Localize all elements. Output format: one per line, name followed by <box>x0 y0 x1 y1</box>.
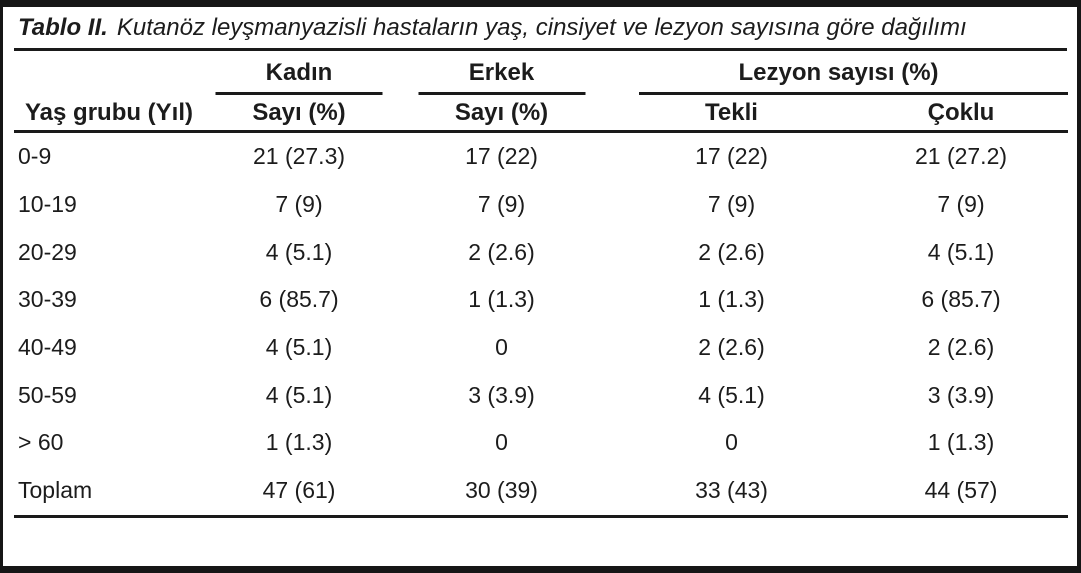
column-header-kadin-sayi: Sayı (%) <box>204 95 394 133</box>
age-group-cell: 40-49 <box>18 334 77 361</box>
table-row: > 60 1 (1.3) 0 0 1 (1.3) <box>14 419 1068 467</box>
tekli-cell: 7 (9) <box>707 191 756 218</box>
column-group-row: Kadın Erkek Lezyon sayısı (%) <box>14 51 1068 95</box>
column-group-erkek: Erkek <box>394 51 609 95</box>
column-group-erkek-label: Erkek <box>468 59 535 86</box>
erkek-cell: 17 (22) <box>465 143 538 170</box>
column-group-lezyon-label: Lezyon sayısı (%) <box>738 59 939 86</box>
tekli-cell: 0 <box>725 429 738 456</box>
table-row: 20-29 4 (5.1) 2 (2.6) 2 (2.6) 4 (5.1) <box>14 228 1068 276</box>
column-group-lezyon: Lezyon sayısı (%) <box>609 51 1068 95</box>
age-group-cell: 30-39 <box>18 286 77 313</box>
kadin-cell: 4 (5.1) <box>265 381 333 408</box>
coklu-cell: 7 (9) <box>937 191 985 218</box>
table-body: 0-9 21 (27.3) 17 (22) 17 (22) 21 (27.2) … <box>14 132 1068 518</box>
kadin-group-rule <box>215 92 383 95</box>
table-row: 50-59 4 (5.1) 3 (3.9) 4 (5.1) 3 (3.9) <box>14 371 1068 419</box>
coklu-cell: 21 (27.2) <box>914 143 1008 170</box>
kadin-cell: 4 (5.1) <box>265 238 333 265</box>
title-divider <box>14 48 1067 51</box>
erkek-cell: 2 (2.6) <box>468 238 535 265</box>
age-group-cell: 50-59 <box>18 381 77 408</box>
tekli-cell: 4 (5.1) <box>698 381 765 408</box>
erkek-cell: 0 <box>495 429 508 456</box>
column-header-yas-grubu: Yaş grubu (Yıl) <box>14 95 204 133</box>
tekli-cell: 17 (22) <box>695 143 768 170</box>
data-table: Kadın Erkek Lezyon sayısı (%) Yaş grubu … <box>14 51 1068 518</box>
coklu-cell: 3 (3.9) <box>927 381 995 408</box>
coklu-cell: 44 (57) <box>854 466 1068 518</box>
table-row-total: Toplam 47 (61) 30 (39) 33 (43) 44 (57) <box>14 466 1068 518</box>
table-row: 30-39 6 (85.7) 1 (1.3) 1 (1.3) 6 (85.7) <box>14 276 1068 324</box>
kadin-cell: 47 (61) <box>204 466 394 518</box>
kadin-cell: 21 (27.3) <box>252 143 346 170</box>
erkek-cell: 1 (1.3) <box>468 286 535 313</box>
table-header: Kadın Erkek Lezyon sayısı (%) Yaş grubu … <box>14 51 1068 133</box>
age-group-cell: > 60 <box>18 429 64 456</box>
column-group-kadin-label: Kadın <box>265 59 333 86</box>
coklu-cell: 4 (5.1) <box>927 238 995 265</box>
table-row: 10-19 7 (9) 7 (9) 7 (9) 7 (9) <box>14 181 1068 229</box>
age-group-cell: 0-9 <box>18 143 52 170</box>
tekli-cell: 2 (2.6) <box>698 334 765 361</box>
column-group-kadin: Kadın <box>204 51 394 95</box>
coklu-cell: 1 (1.3) <box>927 429 995 456</box>
tekli-cell: 1 (1.3) <box>698 286 765 313</box>
tekli-cell: 2 (2.6) <box>698 238 765 265</box>
age-group-cell: 10-19 <box>18 191 77 218</box>
erkek-cell: 3 (3.9) <box>468 381 535 408</box>
table-row: 0-9 21 (27.3) 17 (22) 17 (22) 21 (27.2) <box>14 132 1068 181</box>
column-header-tekli: Tekli <box>609 95 854 133</box>
erkek-cell: 30 (39) <box>394 466 609 518</box>
empty-header-cell <box>14 51 204 95</box>
kadin-cell: 6 (85.7) <box>259 286 339 313</box>
column-header-row: Yaş grubu (Yıl) Sayı (%) Sayı (%) Tekli … <box>14 95 1068 133</box>
tekli-cell: 33 (43) <box>609 466 854 518</box>
table-title-label: Tablo II. <box>18 13 108 41</box>
table-title-text: Kutanöz leyşmanyazisli hastaların yaş, c… <box>116 13 967 41</box>
coklu-cell: 2 (2.6) <box>927 334 995 361</box>
kadin-cell: 1 (1.3) <box>265 429 333 456</box>
kadin-cell: 4 (5.1) <box>265 334 333 361</box>
table-row: 40-49 4 (5.1) 0 2 (2.6) 2 (2.6) <box>14 324 1068 372</box>
age-group-cell: 20-29 <box>18 238 77 265</box>
table-title: Tablo II. Kutanöz leyşmanyazisli hastala… <box>14 7 1067 48</box>
lezyon-group-rule <box>639 92 1068 95</box>
column-header-coklu: Çoklu <box>854 95 1068 133</box>
erkek-group-rule <box>418 92 585 95</box>
erkek-cell: 0 <box>495 334 508 361</box>
age-group-cell: Toplam <box>14 466 204 518</box>
erkek-cell: 7 (9) <box>477 191 526 218</box>
kadin-cell: 7 (9) <box>275 191 323 218</box>
column-header-erkek-sayi: Sayı (%) <box>394 95 609 133</box>
coklu-cell: 6 (85.7) <box>921 286 1001 313</box>
